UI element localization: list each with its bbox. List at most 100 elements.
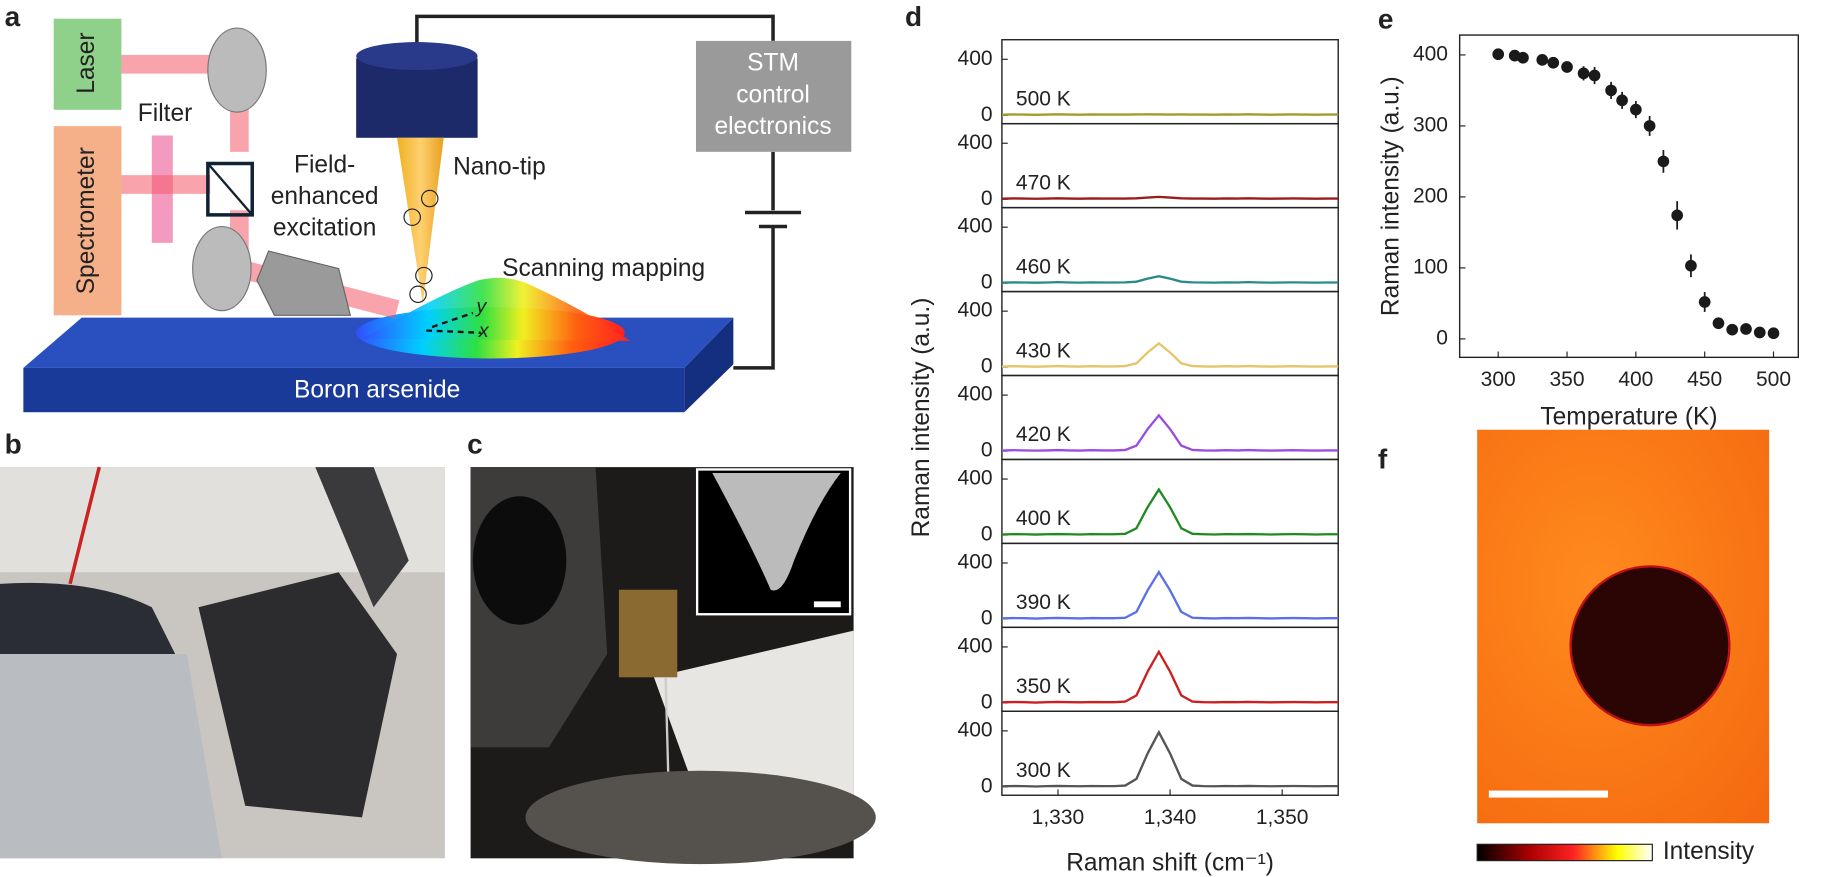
y-tick-label: 400	[1413, 42, 1448, 65]
y-tick-label: 0	[1436, 326, 1448, 349]
x-tick-label: 500	[1756, 368, 1791, 391]
data-point	[1630, 103, 1642, 116]
photo	[0, 466, 445, 859]
data-point	[1536, 54, 1549, 66]
panel-frame	[1001, 542, 1339, 629]
y-tick-label: 100	[1413, 255, 1448, 278]
filter-label: Filter	[138, 100, 192, 127]
panel-label: b	[5, 428, 22, 459]
laser-label: Laser	[73, 32, 100, 93]
x-tick-label: 300	[1481, 368, 1516, 391]
data-point	[1685, 259, 1697, 272]
x-tick-label: 1,340	[1144, 806, 1197, 829]
series-label: 390 K	[1016, 591, 1071, 614]
y-tick-label: 300	[1413, 113, 1448, 136]
panel-frame	[1001, 374, 1339, 461]
series-label: 470 K	[1016, 171, 1071, 194]
y-tick-label: 0	[981, 523, 993, 546]
y-tick-label: 0	[981, 103, 993, 126]
series-label: 300 K	[1016, 759, 1071, 782]
x-axis-title: Raman shift (cm⁻¹)	[1066, 850, 1274, 877]
x-tick-label: 1,350	[1256, 806, 1309, 829]
spectrometer-label: Spectrometer	[73, 147, 100, 294]
data-point	[1698, 296, 1711, 308]
data-point	[1657, 155, 1670, 168]
colorbar-label: Intensity	[1663, 838, 1755, 865]
substrate-label: Boron arsenide	[294, 377, 460, 404]
data-point	[1740, 323, 1752, 335]
y-tick-label: 0	[981, 187, 993, 210]
scanning-label: Scanning mapping	[502, 255, 705, 282]
excitation-label: enhanced	[271, 183, 379, 210]
panel-label: f	[1378, 444, 1388, 475]
y-tick-label: 400	[958, 47, 993, 70]
spectrum-line	[1001, 569, 1339, 620]
series-label: 400 K	[1016, 507, 1071, 530]
series-label: 460 K	[1016, 255, 1071, 278]
y-axis-title: Raman intensity (a.u.)	[908, 298, 935, 538]
panel-label: e	[1378, 3, 1394, 34]
spectrum-line	[1001, 274, 1339, 284]
series-label: 420 K	[1016, 423, 1071, 446]
spectrum-line	[1001, 729, 1339, 788]
intensity-map: Intensity	[1476, 429, 1770, 865]
excitation-label: excitation	[273, 214, 377, 241]
data-point	[1561, 61, 1573, 73]
y-tick-label: 0	[981, 690, 993, 713]
y-tick-label: 200	[1413, 184, 1448, 207]
y-tick-label: 400	[958, 299, 993, 322]
data-point	[1671, 209, 1684, 222]
x-tick-label: 350	[1550, 368, 1585, 391]
y-tick-label: 400	[958, 383, 993, 406]
y-tick-label: 400	[958, 634, 993, 657]
data-point	[1753, 326, 1766, 339]
x-axis-title: Temperature (K)	[1540, 404, 1717, 431]
y-axis-title: Raman intensity (a.u.)	[1377, 76, 1404, 316]
y-tick-label: 0	[981, 439, 993, 462]
data-point	[1517, 51, 1529, 64]
series-label: 430 K	[1016, 339, 1071, 362]
axis-label: x	[478, 320, 490, 342]
axis-label: y	[474, 295, 487, 317]
y-tick-label: 0	[981, 774, 993, 797]
data-point	[1605, 84, 1617, 97]
data-point	[1577, 67, 1590, 80]
schematic: Laser Spectrometer Filter Field- enhance…	[23, 14, 852, 413]
data-point	[1547, 56, 1560, 69]
y-tick-label: 0	[981, 271, 993, 294]
stm-label: control	[736, 81, 810, 108]
series-label: 500 K	[1016, 87, 1071, 110]
panel-frame	[1001, 122, 1339, 209]
spectrum-line	[1001, 341, 1339, 368]
y-tick-label: 0	[981, 355, 993, 378]
photo	[470, 467, 876, 865]
panel-label: a	[5, 1, 21, 32]
x-tick-label: 450	[1687, 368, 1722, 391]
y-tick-label: 400	[958, 551, 993, 574]
spectrum-line	[1001, 195, 1339, 200]
spectrum-line	[1001, 413, 1339, 452]
stm-label: electronics	[714, 113, 831, 140]
panel-frame	[1001, 39, 1339, 125]
y-tick-label: 400	[958, 467, 993, 490]
panel-label: c	[467, 428, 483, 459]
panel-frame	[1001, 290, 1339, 377]
y-tick-label: 400	[958, 131, 993, 154]
x-tick-label: 400	[1618, 368, 1653, 391]
y-tick-label: 400	[958, 215, 993, 238]
nano-tip-label: Nano-tip	[453, 154, 546, 181]
data-point	[1492, 48, 1505, 61]
plot-frame	[1458, 34, 1800, 359]
excitation-label: Field-	[294, 151, 355, 178]
series-label: 350 K	[1016, 675, 1071, 698]
x-tick-label: 1,330	[1032, 806, 1085, 829]
data-point	[1767, 327, 1780, 340]
spectrum-line	[1001, 487, 1339, 536]
y-tick-label: 0	[981, 607, 993, 630]
data-point	[1712, 317, 1725, 330]
panel-frame	[1001, 458, 1339, 545]
y-tick-label: 400	[958, 718, 993, 741]
spectrum-line	[1001, 649, 1339, 704]
data-point	[1726, 323, 1739, 336]
